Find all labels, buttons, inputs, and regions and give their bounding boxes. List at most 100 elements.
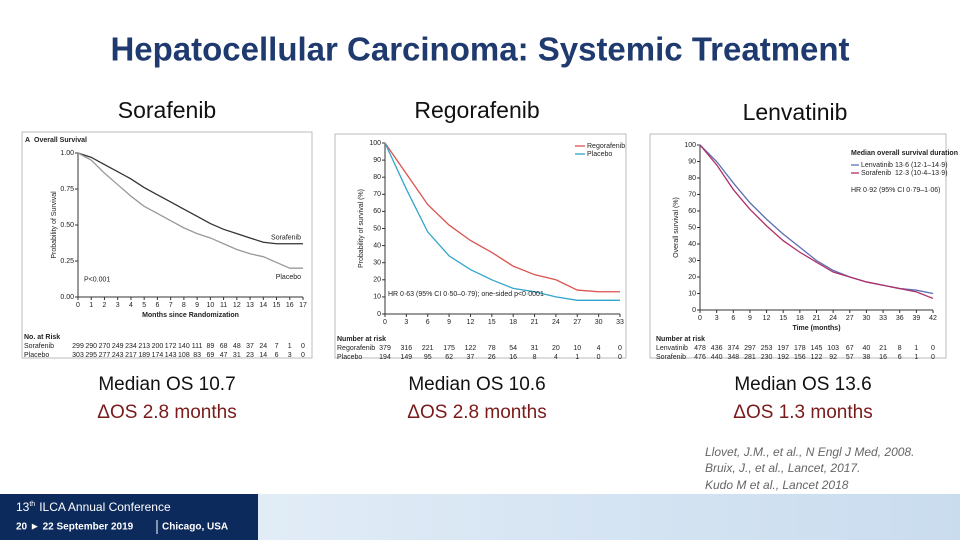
x-tick-label: 12 <box>233 302 241 309</box>
y-tick-label: 30 <box>373 260 381 267</box>
x-tick-label: 24 <box>552 319 560 326</box>
risk-count: 48 <box>233 343 241 350</box>
risk-row-label: Sorafenib <box>24 343 54 350</box>
risk-count: 234 <box>125 343 137 350</box>
risk-count: 20 <box>552 345 560 352</box>
x-tick-label: 5 <box>142 302 146 309</box>
slide-title: Hepatocellular Carcinoma: Systemic Treat… <box>110 31 849 68</box>
risk-count: 281 <box>744 354 756 361</box>
risk-count: 8 <box>898 345 902 352</box>
risk-count: 192 <box>777 354 789 361</box>
x-tick-label: 15 <box>488 319 496 326</box>
risk-count: 69 <box>206 352 214 359</box>
x-tick-label: 3 <box>116 302 120 309</box>
x-tick-label: 24 <box>829 315 837 322</box>
risk-count: 4 <box>554 354 558 361</box>
x-tick-label: 17 <box>299 302 307 309</box>
x-tick-label: 7 <box>169 302 173 309</box>
annotation: HR 0·92 (95% CI 0·79–1·06) <box>851 187 941 194</box>
survival-curve <box>77 152 303 245</box>
y-axis-label: Probability of survival (%) <box>358 189 365 268</box>
risk-count: 16 <box>879 354 887 361</box>
x-tick-label: 3 <box>715 315 719 322</box>
risk-count: 140 <box>178 343 190 350</box>
risk-count: 95 <box>424 354 432 361</box>
x-tick-label: 0 <box>76 302 80 309</box>
x-tick-label: 18 <box>796 315 804 322</box>
risk-count: 156 <box>794 354 806 361</box>
risk-count: 122 <box>811 354 823 361</box>
y-tick-label: 20 <box>373 277 381 284</box>
y-tick-label: 0.25 <box>60 258 74 265</box>
survival-curve <box>384 142 620 301</box>
risk-count: 436 <box>711 345 723 352</box>
reference: Llovet, J.M., et al., N Engl J Med, 2008… <box>705 445 914 459</box>
risk-count: 122 <box>465 345 477 352</box>
panel-label: A <box>25 137 30 144</box>
y-tick-label: 100 <box>684 142 696 149</box>
risk-count: 0 <box>301 343 305 350</box>
risk-count: 189 <box>138 352 150 359</box>
drug-name: Regorafenib <box>414 97 539 123</box>
y-tick-label: 40 <box>373 242 381 249</box>
risk-count: 111 <box>192 343 203 350</box>
risk-count: 0 <box>597 354 601 361</box>
risk-count: 26 <box>488 354 496 361</box>
x-tick-label: 6 <box>426 319 430 326</box>
x-tick-label: 6 <box>731 315 735 322</box>
conference-name: ILCA Annual Conference <box>39 500 171 514</box>
risk-count: 249 <box>112 343 124 350</box>
x-tick-label: 21 <box>531 319 539 326</box>
risk-count: 0 <box>301 352 305 359</box>
risk-count: 24 <box>259 343 267 350</box>
risk-count: 4 <box>597 345 601 352</box>
y-tick-label: 10 <box>688 290 696 297</box>
x-tick-label: 36 <box>896 315 904 322</box>
survival-curve <box>384 142 620 293</box>
x-tick-label: 0 <box>698 315 702 322</box>
x-tick-label: 9 <box>195 302 199 309</box>
risk-count: 78 <box>488 345 496 352</box>
risk-row-label: Placebo <box>337 354 362 361</box>
risk-count: 0 <box>618 345 622 352</box>
x-tick-label: 11 <box>220 302 227 309</box>
y-tick-label: 50 <box>373 225 381 232</box>
risk-count: 103 <box>827 345 839 352</box>
y-tick-label: 70 <box>373 191 381 198</box>
risk-count: 67 <box>846 345 854 352</box>
risk-count: 62 <box>445 354 453 361</box>
risk-count: 172 <box>165 343 177 350</box>
risk-count: 40 <box>863 345 871 352</box>
risk-count: 348 <box>727 354 739 361</box>
x-tick-label: 39 <box>912 315 920 322</box>
x-tick-label: 2 <box>103 302 107 309</box>
y-tick-label: 0.50 <box>60 222 74 229</box>
risk-count: 16 <box>509 354 517 361</box>
median-os: Median OS 10.6 <box>408 374 545 395</box>
x-tick-label: 9 <box>447 319 451 326</box>
curve-label: Sorafenib <box>271 235 301 242</box>
risk-header: Number at risk <box>337 336 386 343</box>
risk-count: 303 <box>72 352 84 359</box>
x-tick-label: 21 <box>813 315 821 322</box>
risk-count: 213 <box>138 343 150 350</box>
risk-count: 299 <box>72 343 84 350</box>
y-tick-label: 1.00 <box>60 150 74 157</box>
risk-count: 194 <box>379 354 391 361</box>
risk-count: 3 <box>288 352 292 359</box>
risk-count: 108 <box>178 352 190 359</box>
x-tick-label: 1 <box>89 302 93 309</box>
risk-row-label: Regorafenib <box>337 345 375 352</box>
x-tick-label: 0 <box>383 319 387 326</box>
risk-count: 83 <box>193 352 201 359</box>
risk-row-label: Sorafenib <box>656 354 686 361</box>
risk-row-label: Placebo <box>24 352 49 359</box>
risk-count: 174 <box>152 352 164 359</box>
risk-count: 0 <box>931 354 935 361</box>
risk-count: 0 <box>931 345 935 352</box>
risk-header: No. at Risk <box>24 334 60 341</box>
x-tick-label: 33 <box>616 319 624 326</box>
drug-name: Sorafenib <box>118 97 216 123</box>
